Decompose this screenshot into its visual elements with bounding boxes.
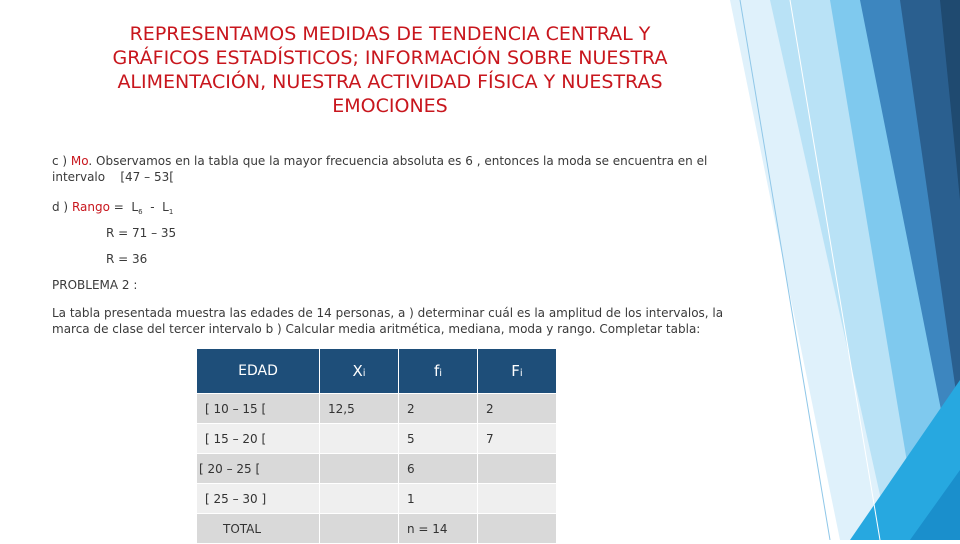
decorative-shapes bbox=[730, 0, 960, 540]
item-d-formula-eq: = L bbox=[109, 200, 139, 214]
cell-fi: 6 bbox=[398, 453, 478, 484]
item-c-keyword: Mo bbox=[70, 154, 89, 168]
frequency-table: EDAD Xi fi Fi [ 10 – 15 [ 12,5 2 2 [ 15 … bbox=[196, 348, 557, 544]
table-row: [ 10 – 15 [ 12,5 2 2 bbox=[196, 393, 557, 424]
item-d-formula-minus: - L bbox=[142, 200, 169, 214]
table-row: [ 15 – 20 [ 5 7 bbox=[196, 423, 557, 454]
header-xi: Xi bbox=[319, 348, 399, 394]
cell-total-fi: n = 14 bbox=[398, 513, 478, 544]
cell-Fi: 7 bbox=[477, 423, 557, 454]
header-Fi-main: F bbox=[511, 362, 520, 380]
item-c-text: . Observamos en la tabla que la mayor fr… bbox=[52, 154, 708, 184]
header-xi-main: X bbox=[352, 362, 363, 380]
cell-Fi bbox=[477, 453, 557, 484]
header-fi-sub: i bbox=[439, 368, 443, 379]
problem-title: PROBLEMA 2 : bbox=[52, 278, 138, 292]
item-c-paragraph: c ) Mo. Observamos en la tabla que la ma… bbox=[52, 153, 772, 185]
cell-total-xi bbox=[319, 513, 399, 544]
table-row: [ 25 – 30 ] 1 bbox=[196, 483, 557, 514]
cell-xi bbox=[319, 453, 399, 484]
item-d-sub1: 6 bbox=[138, 208, 143, 216]
item-d-prefix: d ) bbox=[52, 200, 72, 214]
cell-edad: [ 10 – 15 [ bbox=[196, 393, 320, 424]
cell-Fi bbox=[477, 483, 557, 514]
table-total-row: TOTAL n = 14 bbox=[196, 513, 557, 544]
cell-edad: [ 15 – 20 [ bbox=[196, 423, 320, 454]
cell-edad: [ 20 – 25 [ bbox=[196, 453, 320, 484]
cell-xi: 12,5 bbox=[319, 393, 399, 424]
item-c-interval: [47 – 53[ bbox=[120, 170, 174, 184]
header-fi-main: f bbox=[433, 362, 440, 380]
cell-total-Fi bbox=[477, 513, 557, 544]
item-d-keyword: Rango bbox=[71, 200, 110, 214]
item-d-line3: R = 36 bbox=[106, 252, 148, 266]
item-c-prefix: c ) bbox=[52, 154, 71, 168]
page-title: REPRESENTAMOS MEDIDAS DE TENDENCIA CENTR… bbox=[112, 23, 668, 117]
header-Fi: Fi bbox=[477, 348, 557, 394]
cell-Fi: 2 bbox=[477, 393, 557, 424]
item-d-sub2: 1 bbox=[168, 208, 174, 216]
item-d-line2: R = 71 – 35 bbox=[106, 226, 177, 240]
header-Fi-sub: i bbox=[519, 368, 523, 379]
cell-total-label: TOTAL bbox=[196, 513, 320, 544]
cell-fi: 1 bbox=[398, 483, 478, 514]
header-fi: fi bbox=[398, 348, 478, 394]
header-xi-sub: i bbox=[362, 368, 366, 379]
cell-xi bbox=[319, 423, 399, 454]
item-d-line1: d ) Rango = L6 - L1 bbox=[52, 199, 772, 217]
cell-fi: 5 bbox=[398, 423, 478, 454]
cell-xi bbox=[319, 483, 399, 514]
problem-text: La tabla presentada muestra las edades d… bbox=[52, 306, 724, 336]
table-header-row: EDAD Xi fi Fi bbox=[196, 348, 557, 394]
cell-edad: [ 25 – 30 ] bbox=[196, 483, 320, 514]
header-edad: EDAD bbox=[196, 348, 320, 394]
table-row: [ 20 – 25 [ 6 bbox=[196, 453, 557, 484]
cell-fi: 2 bbox=[398, 393, 478, 424]
